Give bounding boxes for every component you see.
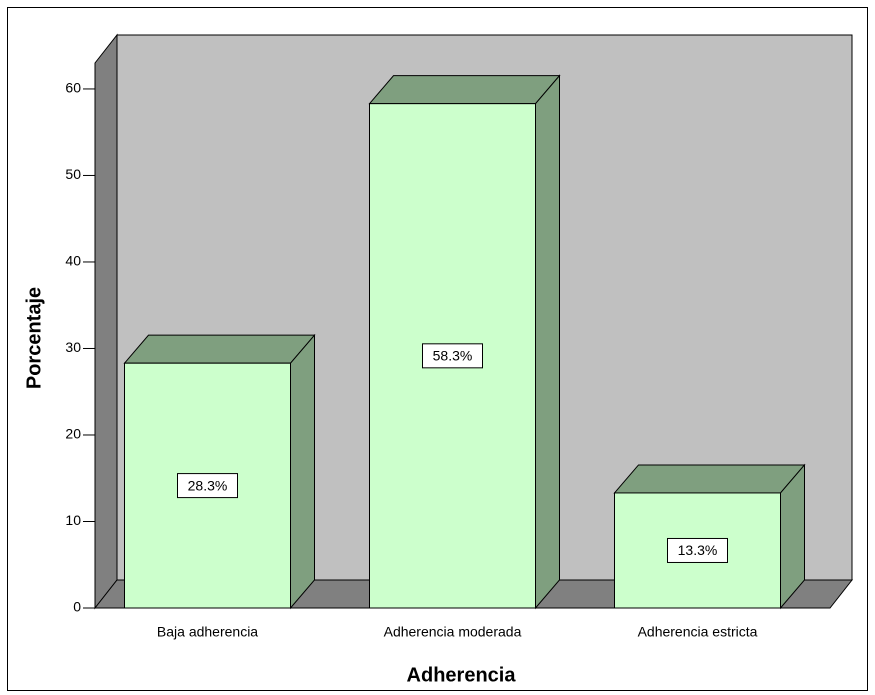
value-label-box — [177, 473, 238, 499]
y-tick-label: 20 — [65, 426, 81, 442]
y-axis-title: Porcentaje — [23, 287, 45, 389]
y-tick-label: 60 — [65, 80, 81, 96]
y-tick-label: 0 — [73, 599, 81, 615]
value-label-box — [422, 343, 483, 369]
value-label: 28.3% — [188, 477, 228, 493]
x-tick-label: Adherencia estricta — [638, 624, 758, 640]
value-label: 58.3% — [433, 348, 473, 364]
bar-top — [613, 464, 806, 494]
x-tick-label: Baja adherencia — [157, 624, 258, 640]
x-tick-label: Adherencia moderada — [384, 624, 522, 640]
y-tick-label: 40 — [65, 253, 81, 269]
value-label: 13.3% — [678, 542, 718, 558]
bar-side — [290, 333, 315, 610]
side-wall — [94, 33, 118, 610]
x-axis-title: Adherencia — [407, 664, 517, 686]
value-label-box — [667, 537, 728, 563]
y-tick-label: 30 — [65, 339, 81, 355]
bar-side — [535, 74, 560, 610]
bar-top — [368, 75, 561, 105]
bar-top — [123, 334, 316, 364]
y-tick-label: 50 — [65, 166, 81, 182]
y-tick-label: 10 — [65, 512, 81, 528]
